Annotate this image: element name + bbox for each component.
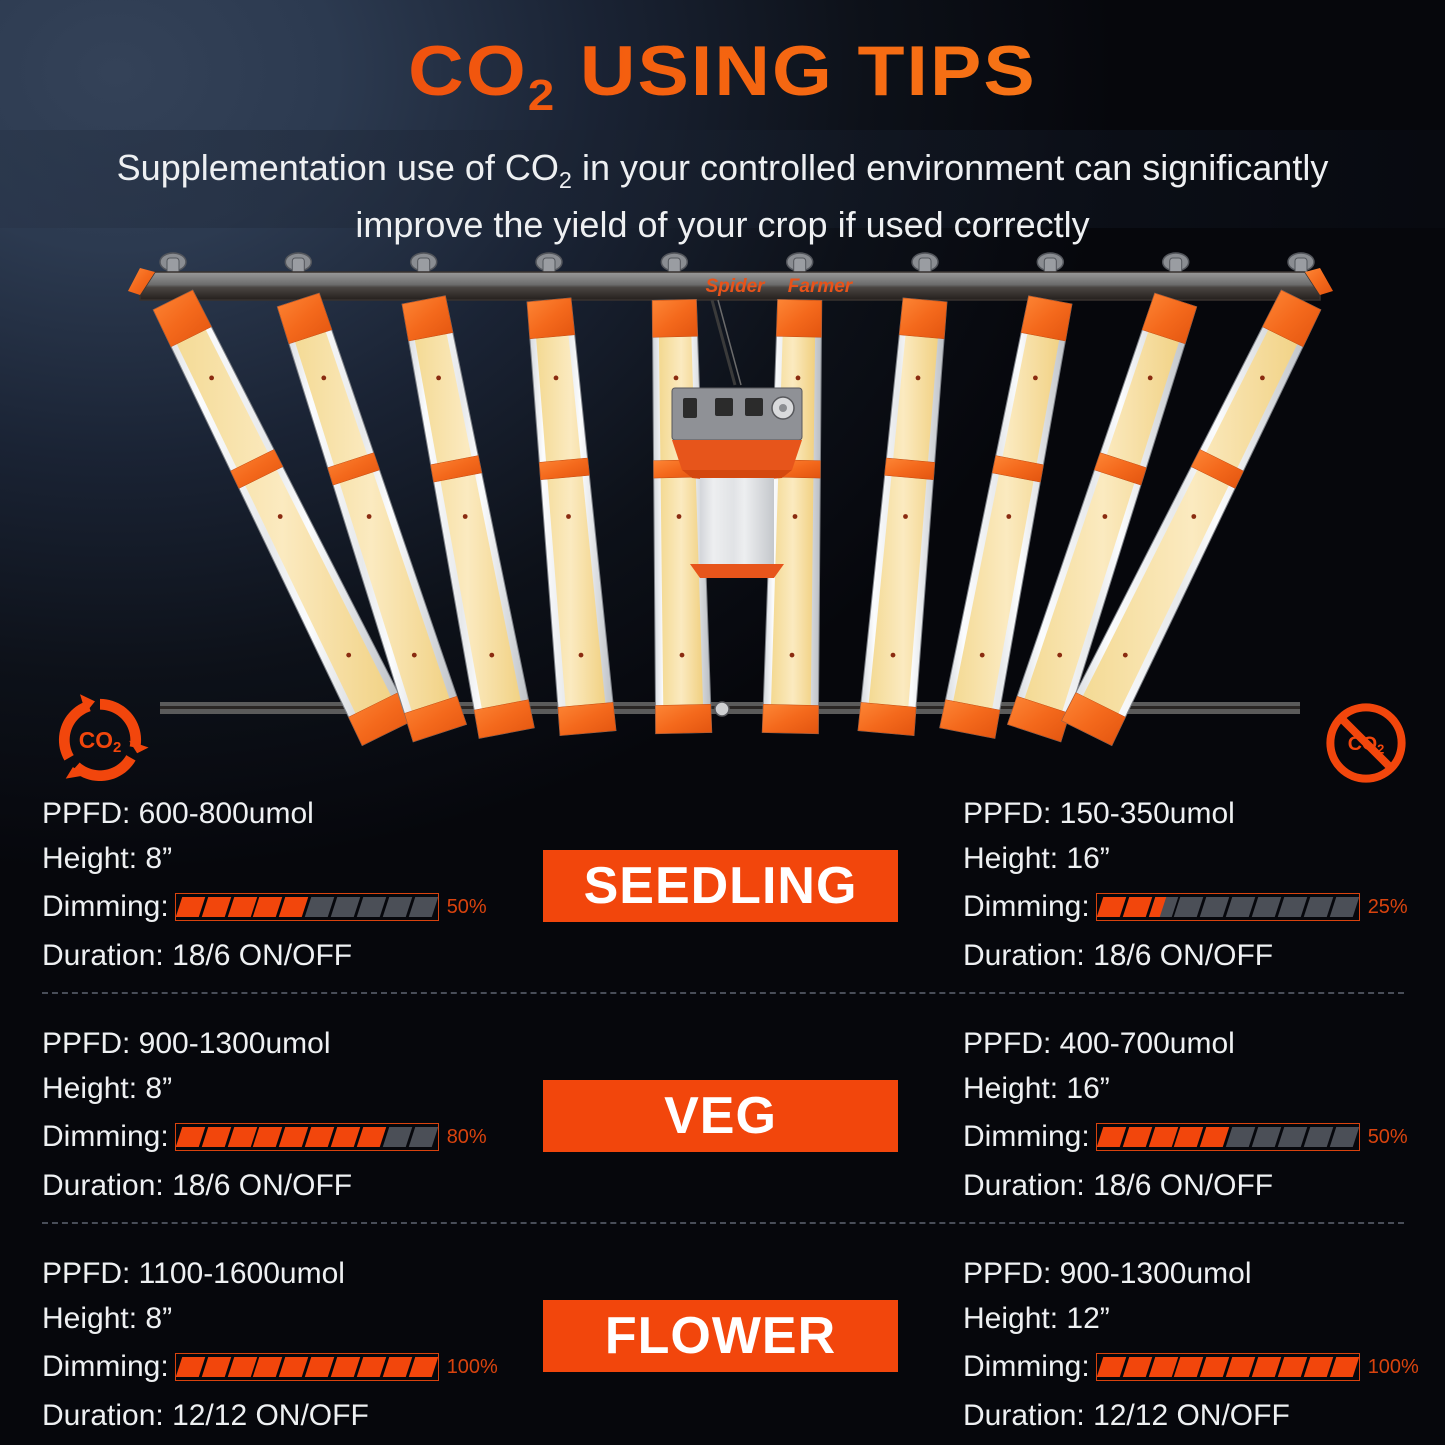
svg-text:Farmer: Farmer (788, 276, 854, 297)
svg-text:CO2: CO2 (79, 727, 122, 756)
svg-text:CO2: CO2 (1348, 733, 1385, 757)
svg-text:Spider: Spider (705, 276, 766, 297)
